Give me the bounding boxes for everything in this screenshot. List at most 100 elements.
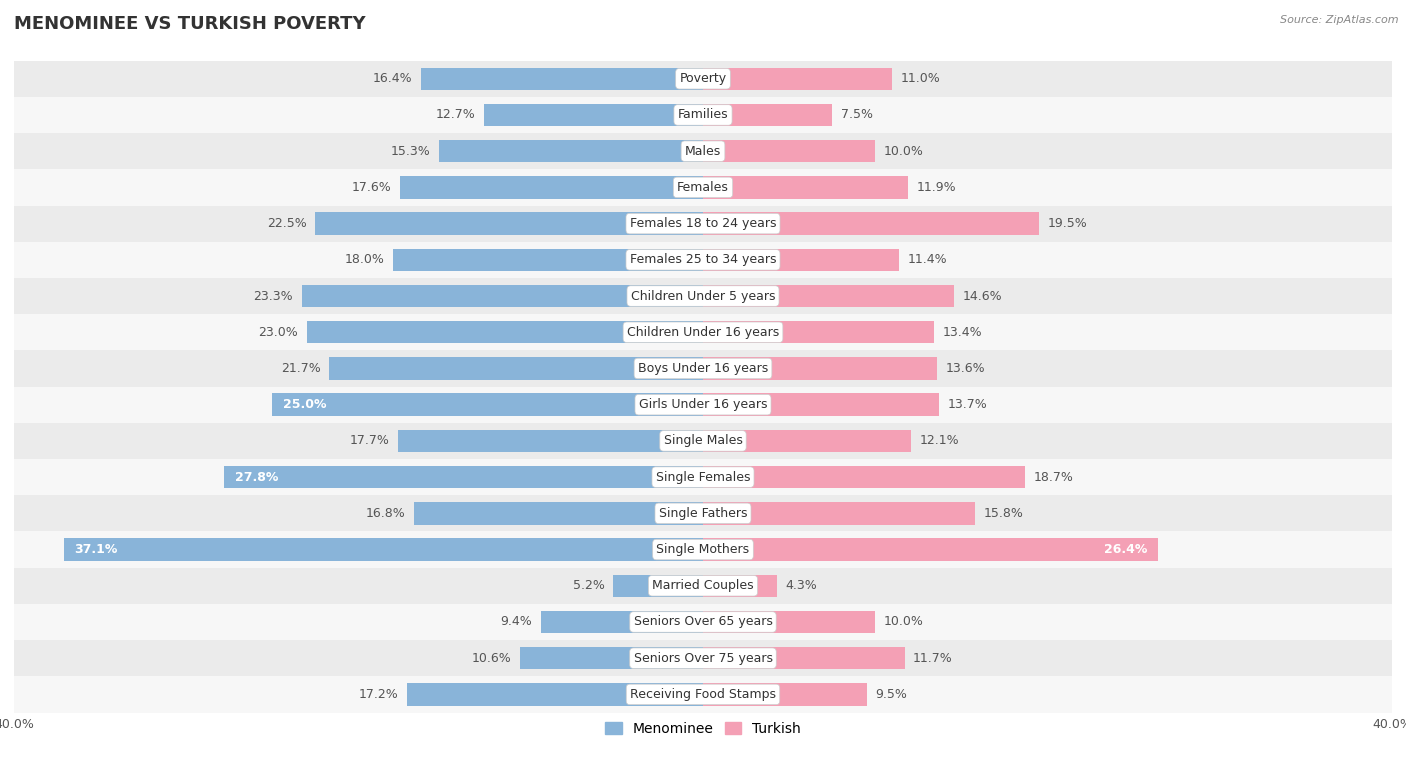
Bar (613, 575, 703, 597)
Text: Families: Families (678, 108, 728, 121)
Bar (14, 531, 1392, 568)
Bar (273, 393, 703, 416)
Bar (703, 502, 976, 525)
Text: 17.7%: 17.7% (350, 434, 389, 447)
Bar (14, 133, 1392, 169)
Text: 16.8%: 16.8% (366, 507, 405, 520)
Bar (541, 611, 703, 633)
Bar (703, 430, 911, 452)
Text: 37.1%: 37.1% (75, 543, 118, 556)
Bar (703, 321, 934, 343)
Bar (703, 538, 1157, 561)
Text: Females 18 to 24 years: Females 18 to 24 years (630, 217, 776, 230)
Bar (703, 176, 908, 199)
Bar (14, 459, 1392, 495)
Bar (703, 611, 875, 633)
Text: 23.3%: 23.3% (253, 290, 292, 302)
Text: 11.7%: 11.7% (912, 652, 953, 665)
Bar (14, 423, 1392, 459)
Bar (14, 97, 1392, 133)
Text: 14.6%: 14.6% (963, 290, 1002, 302)
Text: Single Fathers: Single Fathers (659, 507, 747, 520)
Text: 13.7%: 13.7% (948, 398, 987, 411)
Text: 13.4%: 13.4% (942, 326, 981, 339)
Bar (406, 683, 703, 706)
Bar (14, 495, 1392, 531)
Text: 21.7%: 21.7% (281, 362, 321, 375)
Legend: Menominee, Turkish: Menominee, Turkish (599, 716, 807, 741)
Text: Females: Females (678, 181, 728, 194)
Bar (14, 676, 1392, 713)
Bar (14, 242, 1392, 278)
Text: 9.5%: 9.5% (875, 688, 907, 701)
Bar (398, 430, 703, 452)
Bar (703, 683, 866, 706)
Bar (703, 104, 832, 126)
Text: 9.4%: 9.4% (501, 615, 533, 628)
Bar (14, 640, 1392, 676)
Text: 16.4%: 16.4% (373, 72, 412, 85)
Text: Poverty: Poverty (679, 72, 727, 85)
Bar (224, 466, 703, 488)
Bar (329, 357, 703, 380)
Text: Single Mothers: Single Mothers (657, 543, 749, 556)
Text: 13.6%: 13.6% (946, 362, 986, 375)
Text: 18.0%: 18.0% (344, 253, 384, 266)
Text: 11.0%: 11.0% (901, 72, 941, 85)
Text: Girls Under 16 years: Girls Under 16 years (638, 398, 768, 411)
Bar (703, 285, 955, 307)
Text: MENOMINEE VS TURKISH POVERTY: MENOMINEE VS TURKISH POVERTY (14, 15, 366, 33)
Bar (14, 350, 1392, 387)
Bar (703, 575, 778, 597)
Bar (302, 285, 703, 307)
Bar (392, 249, 703, 271)
Bar (520, 647, 703, 669)
Text: 11.9%: 11.9% (917, 181, 956, 194)
Bar (703, 393, 939, 416)
Bar (14, 205, 1392, 242)
Text: 15.8%: 15.8% (984, 507, 1024, 520)
Text: 22.5%: 22.5% (267, 217, 307, 230)
Bar (703, 647, 904, 669)
Text: 7.5%: 7.5% (841, 108, 873, 121)
Text: 10.0%: 10.0% (884, 615, 924, 628)
Text: Seniors Over 65 years: Seniors Over 65 years (634, 615, 772, 628)
Bar (420, 67, 703, 90)
Bar (413, 502, 703, 525)
Text: Receiving Food Stamps: Receiving Food Stamps (630, 688, 776, 701)
Text: 12.1%: 12.1% (920, 434, 960, 447)
Text: Males: Males (685, 145, 721, 158)
Text: 18.7%: 18.7% (1033, 471, 1074, 484)
Text: 11.4%: 11.4% (908, 253, 948, 266)
Text: 10.0%: 10.0% (884, 145, 924, 158)
Bar (14, 387, 1392, 423)
Bar (14, 61, 1392, 97)
Bar (484, 104, 703, 126)
Text: 15.3%: 15.3% (391, 145, 430, 158)
Bar (703, 466, 1025, 488)
Text: 25.0%: 25.0% (283, 398, 326, 411)
Text: 4.3%: 4.3% (786, 579, 817, 592)
Bar (703, 249, 900, 271)
Text: 10.6%: 10.6% (472, 652, 512, 665)
Text: 17.6%: 17.6% (352, 181, 391, 194)
Bar (14, 278, 1392, 314)
Bar (703, 357, 938, 380)
Bar (440, 140, 703, 162)
Bar (703, 140, 875, 162)
Bar (307, 321, 703, 343)
Bar (14, 568, 1392, 604)
Text: Seniors Over 75 years: Seniors Over 75 years (634, 652, 772, 665)
Bar (399, 176, 703, 199)
Bar (14, 314, 1392, 350)
Text: Source: ZipAtlas.com: Source: ZipAtlas.com (1281, 15, 1399, 25)
Text: Boys Under 16 years: Boys Under 16 years (638, 362, 768, 375)
Text: Females 25 to 34 years: Females 25 to 34 years (630, 253, 776, 266)
Bar (14, 169, 1392, 205)
Text: 5.2%: 5.2% (574, 579, 605, 592)
Bar (703, 212, 1039, 235)
Text: Married Couples: Married Couples (652, 579, 754, 592)
Text: 23.0%: 23.0% (259, 326, 298, 339)
Text: Children Under 16 years: Children Under 16 years (627, 326, 779, 339)
Bar (14, 604, 1392, 640)
